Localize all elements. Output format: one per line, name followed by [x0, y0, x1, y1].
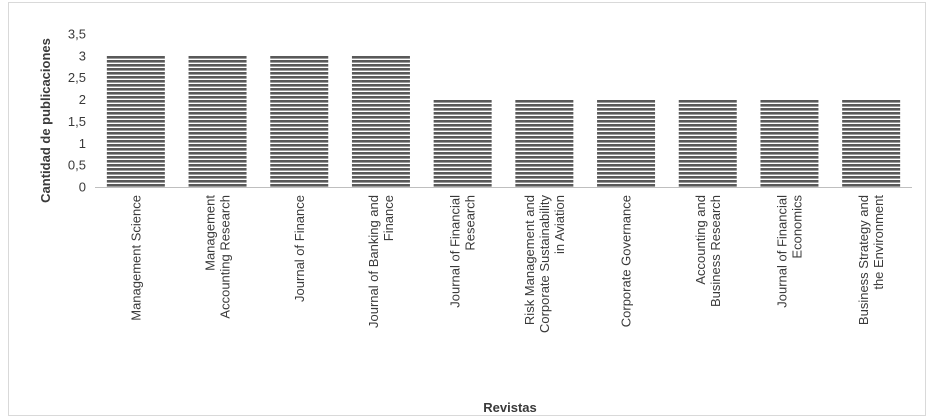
- bar: [351, 55, 410, 187]
- category-label: Journal of Finance: [292, 195, 307, 302]
- bar: [760, 99, 819, 187]
- y-tick-label: 0,5: [68, 158, 86, 173]
- category-label-line: the Environment: [871, 195, 886, 290]
- category-labels: Management Science ManagementAccounting R…: [128, 195, 886, 334]
- category-label-line: Business Strategy and: [856, 195, 871, 325]
- category-label-line: Risk Management and: [522, 195, 537, 325]
- category-label: ManagementAccounting Research: [203, 195, 233, 319]
- category-label-line: Accounting Research: [218, 195, 233, 319]
- category-label-line: in Aviation: [552, 195, 567, 254]
- category-label: Journal of FinancialEconomics: [774, 195, 804, 308]
- category-label-line: Research: [463, 195, 478, 251]
- y-tick-label: 3,5: [68, 27, 86, 42]
- category-label: Journal of FinancialResearch: [448, 195, 478, 308]
- bar: [678, 99, 737, 187]
- category-label-line: Journal of Banking and: [366, 195, 381, 328]
- y-tick-label: 1,5: [68, 114, 86, 129]
- bar: [106, 55, 165, 187]
- y-tick-label: 0: [79, 180, 86, 195]
- y-tick-label: 2,5: [68, 70, 86, 85]
- category-label-line: Journal of Financial: [774, 195, 789, 308]
- x-axis-title: Revistas: [483, 400, 536, 415]
- category-label-line: Finance: [381, 195, 396, 241]
- category-label: Journal of Banking andFinance: [366, 195, 396, 328]
- category-label-line: Corporate Governance: [619, 195, 634, 327]
- bar: [433, 99, 492, 187]
- category-label: Risk Management andCorporate Sustainabil…: [522, 195, 567, 334]
- y-tick-label: 3: [79, 48, 86, 63]
- category-label-line: Economics: [789, 195, 804, 259]
- y-axis-ticks: 0 0,5 1 1,5 2 2,5 3 3,5: [68, 27, 86, 195]
- category-label-line: Business Research: [708, 195, 723, 307]
- category-label: Business Strategy andthe Environment: [856, 195, 886, 325]
- category-label-line: Accounting and: [693, 195, 708, 285]
- category-label-line: Management: [203, 195, 218, 271]
- category-label: Accounting andBusiness Research: [693, 195, 723, 307]
- y-axis-title: Cantidad de publicaciones: [38, 38, 53, 203]
- category-label-line: Management Science: [128, 195, 143, 321]
- category-label-line: Journal of Financial: [448, 195, 463, 308]
- category-label: Corporate Governance: [619, 195, 634, 327]
- category-label-line: Journal of Finance: [292, 195, 307, 302]
- bar: [597, 99, 656, 187]
- y-tick-label: 1: [79, 136, 86, 151]
- bar: [515, 99, 574, 187]
- category-label-line: Corporate Sustainability: [537, 195, 552, 334]
- bars: [106, 55, 901, 187]
- bar: [188, 55, 247, 187]
- y-tick-label: 2: [79, 92, 86, 107]
- bar: [270, 55, 329, 187]
- bar: [842, 99, 901, 187]
- category-label: Management Science: [128, 195, 143, 321]
